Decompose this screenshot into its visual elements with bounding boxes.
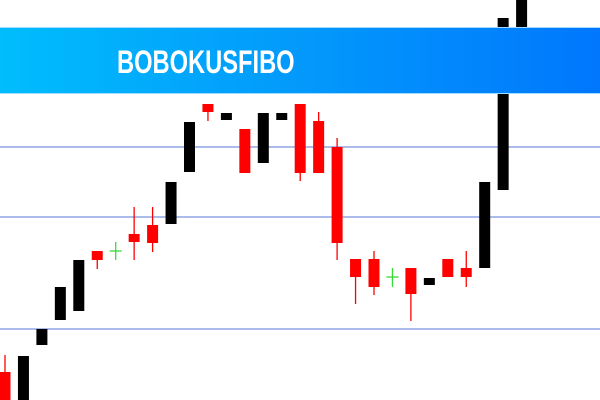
candle-body (423, 278, 435, 285)
candle (220, 113, 232, 120)
candle-body (165, 182, 177, 224)
candle (239, 129, 251, 173)
candle-body (73, 260, 85, 311)
candle (442, 259, 454, 277)
candle-body (54, 287, 66, 320)
candle (313, 112, 325, 173)
candle (423, 278, 435, 285)
candle-body (350, 259, 362, 277)
candle-body (257, 113, 269, 163)
candle-body (479, 182, 491, 268)
candle-body (313, 121, 325, 173)
candle-body (442, 259, 454, 277)
candle-body (368, 259, 380, 287)
candle-body (128, 234, 140, 242)
candle-body (497, 18, 509, 190)
candle (257, 113, 269, 163)
candle-body (239, 129, 251, 173)
candle (294, 104, 306, 181)
candle (36, 329, 48, 345)
candle (479, 182, 491, 268)
candle (386, 268, 399, 287)
candle (350, 259, 362, 304)
candle-body (516, 0, 528, 27)
candle (202, 104, 214, 121)
candle-body (276, 113, 288, 120)
candle (516, 0, 528, 27)
candle (128, 207, 140, 260)
candle-body (202, 104, 214, 112)
candle (0, 355, 11, 400)
candle (91, 251, 103, 269)
candle-body (220, 113, 232, 120)
candle-body (36, 329, 48, 345)
candle-body (405, 268, 417, 294)
candle-body (294, 104, 306, 173)
candle (331, 138, 343, 260)
candle-body (0, 372, 11, 400)
candle-body (147, 225, 159, 243)
candle (460, 251, 472, 287)
title-banner: BOBOKUSFIBO (0, 27, 600, 94)
candle (73, 260, 85, 311)
candle (17, 356, 29, 400)
candle-body (184, 122, 195, 172)
candle (147, 207, 159, 252)
candles (0, 0, 528, 400)
candle (109, 242, 122, 260)
candle (405, 268, 417, 321)
candle-body (91, 251, 103, 260)
banner-title: BOBOKUSFIBO (117, 44, 295, 80)
candle (368, 251, 380, 295)
candle-body (17, 356, 29, 400)
candle (184, 122, 195, 172)
candle (276, 113, 288, 120)
candle (54, 287, 66, 320)
candle-body (331, 147, 343, 243)
candle (165, 182, 177, 224)
candle-body (460, 268, 472, 277)
